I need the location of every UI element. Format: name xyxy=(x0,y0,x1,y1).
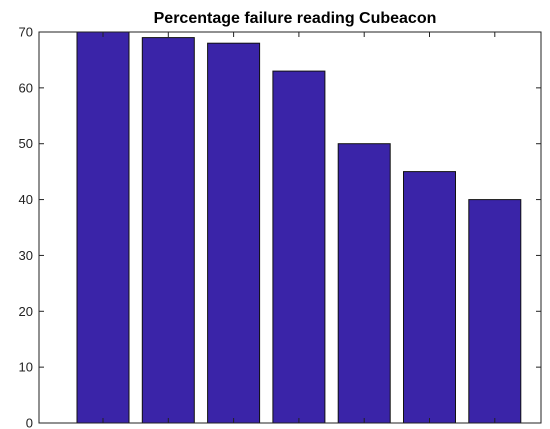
y-tick-label: 20 xyxy=(19,304,33,319)
bar-6 xyxy=(403,171,456,424)
bar-3 xyxy=(207,42,261,424)
bar-5 xyxy=(337,143,391,424)
bars-group xyxy=(76,31,522,424)
chart-title: Percentage failure reading Cubeacon xyxy=(154,10,437,27)
bar-1 xyxy=(76,31,130,424)
y-tick-label: 0 xyxy=(26,416,33,429)
plot-frame xyxy=(38,31,542,424)
bar-4 xyxy=(272,70,326,424)
bar-7 xyxy=(468,199,522,424)
y-tick-label: 40 xyxy=(19,192,33,207)
y-axis: 0 10 20 30 40 50 60 70 xyxy=(19,25,541,429)
x-axis xyxy=(102,32,496,423)
bar-2 xyxy=(141,37,195,424)
y-tick-label: 60 xyxy=(19,80,33,95)
y-tick-label: 30 xyxy=(19,248,33,263)
y-tick-label: 10 xyxy=(19,360,33,375)
y-tick-label: 70 xyxy=(19,25,33,40)
y-tick-label: 50 xyxy=(19,136,33,151)
